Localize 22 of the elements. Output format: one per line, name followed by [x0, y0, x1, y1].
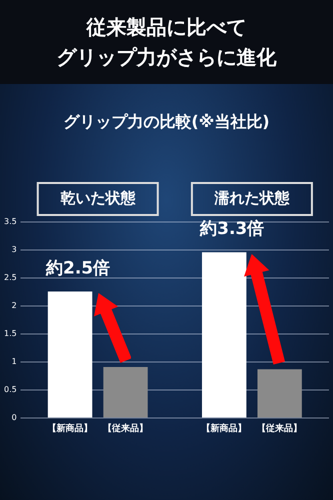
y-tick-label: 2.5 — [4, 273, 17, 282]
text: 【新商品】 — [202, 424, 247, 434]
bar — [103, 367, 148, 418]
y-tick-label: 3.5 — [4, 217, 17, 226]
x-tick-label: 乾いた状態 — [60, 188, 136, 207]
chart-subtitle: グリップ力がさらに進化 — [56, 44, 276, 71]
y-tick-label: 3 — [12, 245, 17, 254]
annotation: 約2.5倍 — [44, 258, 110, 278]
x-tick-label: 濡れた状態 — [213, 188, 290, 207]
series-label: 【新商品】 — [48, 422, 93, 434]
text: 【従来品】 — [257, 424, 302, 434]
annotation: 約3.3倍 — [199, 219, 264, 240]
bar — [48, 291, 92, 418]
chart-title: 従来製品に比べて — [85, 14, 248, 41]
series-label: 【従来品】 — [103, 422, 148, 434]
y-tick-label: 1.5 — [4, 329, 17, 338]
y-tick-label: 1 — [12, 357, 17, 366]
y-tick-label: 0.5 — [4, 385, 17, 394]
bar — [257, 369, 302, 418]
y-tick-label: 2 — [12, 301, 17, 310]
y-tick-label: 0 — [12, 413, 17, 422]
text: グリップ力の比較(※当社比) — [62, 112, 271, 133]
